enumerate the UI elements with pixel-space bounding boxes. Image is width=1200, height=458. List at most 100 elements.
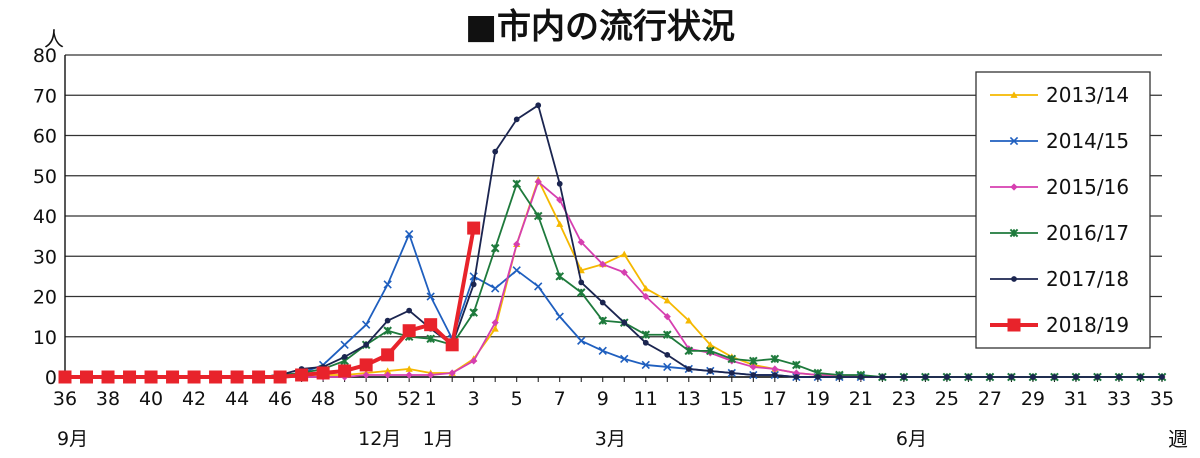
data-point [578,279,585,286]
data-point [620,268,628,276]
x-tick-label: 35 [1150,388,1174,410]
data-point [901,374,907,380]
data-point [492,148,499,155]
data-point [383,280,392,289]
y-tick-labels: 0 10 20 30 40 50 60 70 80 [33,45,57,389]
data-point [641,360,650,370]
data-point [706,341,714,348]
data-point [620,354,629,364]
data-point [685,317,693,324]
series-line [65,227,476,379]
data-point [402,324,416,338]
data-point [405,371,413,379]
legend-item: 2015/16 [990,175,1129,199]
data-point [359,358,373,372]
data-point [362,371,370,379]
data-point [58,370,72,384]
data-point [792,360,801,370]
data-point [922,374,929,380]
data-point [662,330,672,340]
data-point [384,367,392,374]
data-point [576,288,586,297]
y-tick-label: 50 [33,166,57,188]
data-point [384,371,392,379]
x-tick-label: 7 [554,388,566,410]
data-point [1116,374,1122,380]
data-point [621,319,628,326]
data-point [316,366,330,380]
chart-title: ■市内の流行状況 [465,7,735,47]
data-point [879,374,886,380]
data-point [556,180,563,187]
data-point [513,240,521,248]
y-tick-label: 40 [33,206,57,228]
data-point [467,221,481,235]
data-point [340,340,349,349]
data-point [944,374,950,380]
x-tick-label: 31 [1064,388,1088,410]
legend-label: 2016/17 [1046,221,1129,245]
data-point [404,229,414,239]
data-point [642,339,649,346]
data-point [406,307,413,314]
data-point [749,356,758,366]
month-label: 1月 [423,428,454,450]
data-point [426,292,435,301]
x-tick-label: 13 [677,388,701,410]
data-point [750,372,757,378]
data-point [361,320,371,329]
x-tick-label: 11 [634,388,658,410]
data-point [556,220,564,227]
month-label: 3月 [595,428,626,450]
data-point [512,179,522,189]
data-point [1010,183,1018,191]
x-tick-label: 50 [354,388,378,410]
month-label: 12月 [358,428,401,450]
y-tick-label: 80 [33,45,57,67]
data-point [705,346,715,356]
x-tick-label: 19 [806,388,830,410]
data-point [1009,228,1019,238]
x-tick-label: 9 [597,388,609,410]
data-point [599,299,606,306]
data-point [1007,318,1021,332]
data-point [707,368,714,374]
data-point [426,334,435,344]
legend-label: 2018/19 [1046,313,1129,337]
data-point [599,260,607,268]
x-tick-label: 46 [268,388,292,410]
data-point [577,336,586,345]
data-point [491,284,500,293]
data-point [405,365,413,372]
legend-item: 2017/18 [990,267,1129,291]
series-2018-19 [58,221,481,384]
month-labels: 9月 12月 1月 3月 6月 [57,428,927,450]
data-point [424,318,438,332]
x-tick-label: 5 [511,388,523,410]
data-point [363,341,370,348]
x-tick-labels: 36 38 40 42 44 46 48 50 52 1 3 5 7 9 11 13 15 17 19 21 23 25 2… [53,388,1174,410]
data-point [663,313,671,321]
data-point [1159,374,1165,380]
legend-label: 2014/15 [1046,129,1129,153]
data-point [384,317,391,324]
data-point [620,250,628,258]
data-point [965,374,972,380]
data-point [470,281,477,288]
data-point [1051,374,1058,380]
x-tick-label: 29 [1021,388,1045,410]
legend: 2013/14 2014/15 2015/16 2016/17 2017/18 2018/… [975,71,1151,349]
y-tick-label: 10 [33,327,57,349]
y-tick-label: 0 [45,367,57,389]
y-tick-label: 70 [33,85,57,107]
data-point [166,370,180,384]
legend-label: 2013/14 [1046,83,1129,107]
data-point [338,364,352,378]
month-label: 9月 [57,428,88,450]
legend-item: 2016/17 [990,221,1129,245]
data-point [448,369,456,377]
data-point [427,371,435,379]
x-tick-label: 25 [935,388,959,410]
